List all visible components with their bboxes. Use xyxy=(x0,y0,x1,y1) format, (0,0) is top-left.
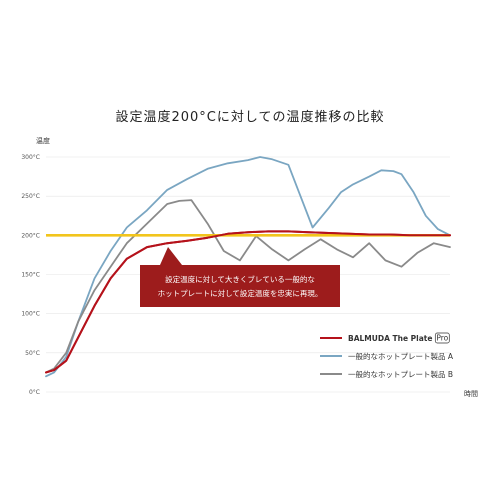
y-axis-title: 温度 xyxy=(36,136,50,145)
y-tick-label: 300°C xyxy=(21,154,40,161)
legend-label: BALMUDA The Plate xyxy=(348,334,432,343)
legend-label: 一般的なホットプレート製品 A xyxy=(348,351,454,361)
legend-badge xyxy=(434,332,450,344)
chart-title: 設定温度200°Cに対しての温度推移の比較 xyxy=(115,110,385,125)
y-tick-label: 0°C xyxy=(29,389,40,396)
legend-badge-text: Pro xyxy=(436,334,448,343)
y-tick-label: 200°C xyxy=(21,232,40,239)
series-line-product-b xyxy=(45,199,451,374)
callout-text-line: ホットプレートに対して設定温度を忠実に再現。 xyxy=(158,288,323,298)
x-axis-title: 時間 xyxy=(464,390,478,398)
y-ticks: 0°C 50°C 100°C 150°C 200°C 250°C 300°C xyxy=(21,154,40,396)
callout-box xyxy=(140,247,340,307)
legend: BALMUDA The Plate Pro 一般的なホットプレート製品 A 一般的なホ… xyxy=(320,332,454,379)
callout-text-line: 設定温度に対して大きくブレている一般的な xyxy=(165,274,315,284)
y-tick-label: 250°C xyxy=(21,193,40,200)
legend-label: 一般的なホットプレート製品 B xyxy=(348,369,453,379)
annotation-callout: 設定温度に対して大きくブレている一般的なホットプレートに対して設定温度を忠実に再… xyxy=(140,247,340,307)
y-tick-label: 150°C xyxy=(21,272,40,279)
y-tick-label: 100°C xyxy=(21,311,40,318)
series-line-balmuda xyxy=(45,230,451,374)
y-tick-label: 50°C xyxy=(25,350,40,357)
series-line-product-a xyxy=(45,156,451,378)
